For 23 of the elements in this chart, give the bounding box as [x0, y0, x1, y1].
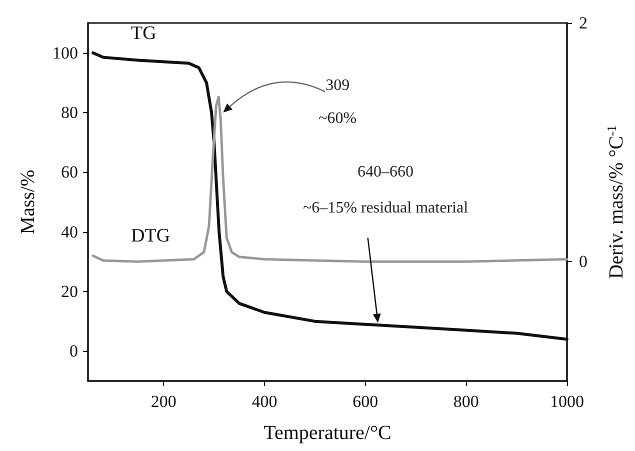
y-tick-label: 60: [61, 162, 78, 182]
x-axis-title: Temperature/°C: [264, 422, 392, 444]
x-tick-label: 1000: [550, 392, 584, 411]
y-tick-label: 20: [61, 282, 78, 301]
series-label: DTG: [131, 226, 170, 247]
y2-axis-title: Deriv. mass/% °C-1: [604, 125, 628, 279]
y2-tick-label: 2: [579, 14, 588, 32]
y2-tick-label: 0: [579, 252, 588, 272]
x-tick-label: 600: [352, 392, 378, 411]
annotation: ~60%: [318, 110, 357, 127]
annotation: ~6–15% residual material: [302, 199, 469, 216]
y-tick-label: 40: [61, 222, 78, 242]
y-tick-label: 0: [70, 342, 78, 361]
x-tick-label: 200: [150, 392, 176, 411]
x-tick-label: 400: [252, 392, 278, 411]
annotation: 640–660: [357, 164, 414, 181]
x-tick-label: 800: [453, 392, 479, 411]
y-tick-label: 80: [61, 103, 78, 122]
annotation: 309: [326, 77, 350, 94]
line-series: [92, 96, 568, 263]
y-axis-title: Mass/%: [17, 170, 39, 234]
y-tick-label: 100: [52, 43, 78, 62]
series-label: TG: [131, 22, 157, 44]
